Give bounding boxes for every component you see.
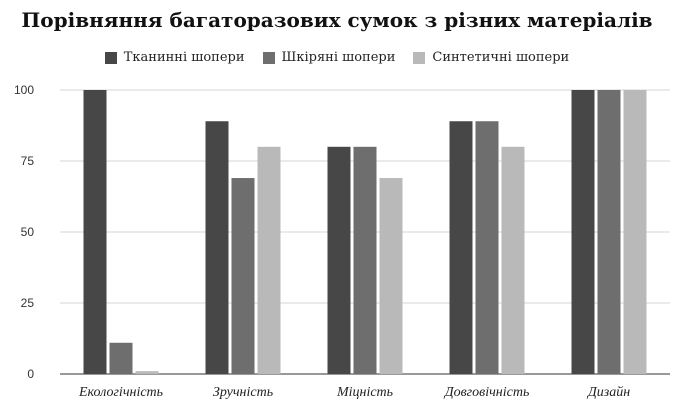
bar-series-2-category-4	[475, 121, 499, 375]
x-category-label: Міцність	[336, 385, 393, 400]
legend-label-series-1: Тканинні шопери	[123, 50, 245, 65]
bar-series-1-category-2	[205, 121, 229, 375]
bar-series-1-category-5	[571, 90, 595, 374]
legend-item-series-2: Шкіряні шопери	[262, 50, 396, 65]
bar-series-3-category-2	[257, 146, 281, 374]
x-axis-labels: Екологічність Зручність Міцність Довговічні…	[78, 385, 630, 400]
legend: Тканинні шопери Шкіряні шопери Синтетичн…	[0, 50, 674, 65]
bar-series-3-category-4	[501, 146, 525, 374]
bar-series-1-category-1	[83, 90, 107, 374]
y-axis-ticks: 0 25 50 75 100	[14, 83, 34, 381]
bar-series-2-category-1	[109, 342, 133, 374]
bar-series-1-category-3	[327, 146, 351, 374]
legend-swatch-series-1	[104, 51, 117, 64]
bar-series-2-category-5	[597, 90, 621, 374]
legend-item-series-3: Синтетичні шопери	[413, 50, 569, 65]
bar-series-3-category-5	[623, 90, 647, 374]
bar-series-2-category-2	[231, 178, 255, 374]
legend-label-series-3: Синтетичні шопери	[432, 50, 570, 65]
x-category-label: Дизайн	[586, 385, 630, 400]
y-tick-label: 75	[21, 154, 35, 168]
legend-swatch-series-2	[262, 51, 275, 64]
legend-label-series-2: Шкіряні шопери	[281, 50, 396, 65]
x-category-label: Екологічність	[78, 385, 163, 400]
bar-series-2-category-3	[353, 146, 377, 374]
legend-item-series-1: Тканинні шопери	[104, 50, 245, 65]
y-tick-label: 25	[21, 296, 35, 310]
y-tick-label: 50	[21, 225, 35, 239]
x-category-label: Довговічність	[443, 385, 530, 400]
bar-series-1-category-4	[449, 121, 473, 375]
legend-swatch-series-3	[413, 51, 426, 64]
chart-title: Порівняння багаторазових сумок з різних …	[21, 8, 653, 32]
bar-series-3-category-1	[135, 371, 159, 374]
y-tick-label: 0	[27, 367, 34, 381]
x-category-label: Зручність	[213, 385, 273, 400]
y-tick-label: 100	[14, 83, 34, 97]
bar-series-3-category-3	[379, 178, 403, 374]
bars	[83, 90, 647, 375]
